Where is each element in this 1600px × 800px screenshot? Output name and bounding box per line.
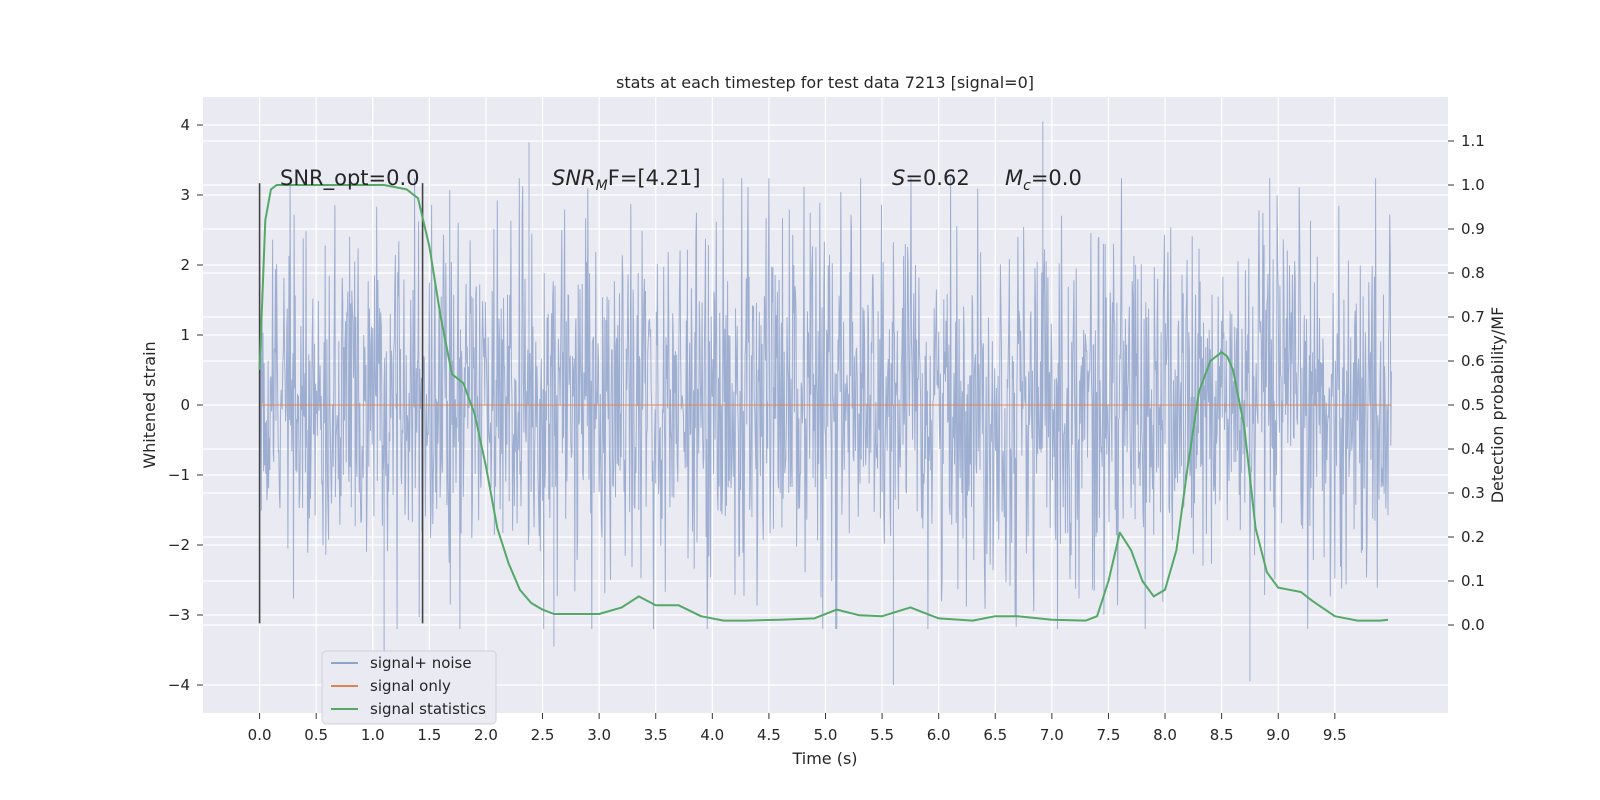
y-right-tick-label: 0.6	[1461, 352, 1485, 370]
y-right-tick-label: 0.2	[1461, 528, 1485, 546]
annotation-mc-rest: =0.0	[1031, 166, 1082, 190]
legend-box	[321, 650, 497, 725]
annotation-snr-opt: SNR_opt=0.0	[280, 166, 420, 191]
x-tick-label: 2.5	[531, 726, 555, 744]
y-right-tick-label: 0.5	[1461, 396, 1485, 414]
x-tick-label: 9.5	[1323, 726, 1347, 744]
y-tick-labels: 4 3 2 1 0 −1 −2 −3 −4	[168, 116, 203, 694]
y-right-axis-label: Detection probability/MF	[1488, 307, 1507, 504]
annotation-mc: Mc=0.0	[1005, 166, 1082, 194]
x-axis-label: Time (s)	[791, 749, 857, 768]
x-tick-label: 9.0	[1266, 726, 1290, 744]
annotation-mc-sub: c	[1023, 178, 1031, 194]
x-tick-label: 5.5	[870, 726, 894, 744]
x-tick-labels: 0.0 0.5 1.0 1.5 2.0 2.5 3.0 3.5 4.0 4.5 5.0 5.5 6.0 6…	[248, 713, 1347, 744]
y-tick-label: 3	[180, 186, 190, 204]
noise-series	[259, 121, 1392, 685]
x-tick-label: 8.0	[1153, 726, 1177, 744]
x-tick-label: 3.5	[644, 726, 668, 744]
y-right-tick-label: 0.0	[1461, 616, 1485, 634]
y-right-tick-label: 0.8	[1461, 264, 1485, 282]
y-tick-label: −2	[168, 536, 190, 554]
y-tick-label: 0	[180, 396, 190, 414]
legend-label-statistics: signal statistics	[370, 700, 486, 718]
y-tick-label: 2	[180, 256, 190, 274]
vertical-markers	[258, 183, 424, 624]
y-tick-label: 1	[180, 326, 190, 344]
x-tick-label: 4.5	[757, 726, 781, 744]
x-tick-label: 2.0	[474, 726, 498, 744]
y-right-tick-label: 0.4	[1461, 440, 1485, 458]
y-axis-label: Whitened strain	[140, 341, 159, 468]
y-right-tick-label: 0.9	[1461, 220, 1485, 238]
legend-label-signal-only: signal only	[370, 677, 451, 695]
y-right-tick-labels: 1.1 1.0 0.9 0.8 0.7 0.6 0.5 0.4 0.3 0.2 0.1 0.0	[1448, 132, 1485, 634]
y-tick-label: −1	[168, 466, 190, 484]
y-right-tick-label: 1.0	[1461, 176, 1485, 194]
annotation-s-base: S	[892, 166, 905, 190]
annotation-s: S=0.62	[892, 166, 970, 190]
annotation-snr-mf-sub: M	[596, 178, 608, 194]
statistics-line	[258, 184, 1389, 622]
legend-label-noise: signal+ noise	[370, 654, 472, 672]
annotation-snr-mf-rest: F=[4.21]	[608, 166, 701, 190]
annotation-mc-base: M	[1005, 166, 1023, 190]
y-right-tick-label: 1.1	[1461, 132, 1485, 150]
legend: signal+ noise signal only signal statist…	[321, 650, 497, 725]
x-tick-label: 5.0	[814, 726, 838, 744]
x-tick-label: 0.5	[304, 726, 328, 744]
y-tick-label: −4	[168, 676, 190, 694]
x-tick-label: 4.0	[700, 726, 724, 744]
y-tick-label: 4	[180, 116, 190, 134]
noise-line	[259, 121, 1392, 685]
x-tick-label: 0.0	[248, 726, 272, 744]
annotation-snr-mf-base: SNR	[552, 166, 596, 190]
y-right-tick-label: 0.1	[1461, 572, 1485, 590]
x-tick-label: 8.5	[1210, 726, 1234, 744]
x-tick-label: 7.0	[1040, 726, 1064, 744]
x-tick-label: 3.0	[587, 726, 611, 744]
x-tick-label: 6.5	[983, 726, 1007, 744]
x-tick-label: 1.0	[361, 726, 385, 744]
annotation-snr-mf: SNRMF=[4.21]	[552, 166, 701, 194]
annotation-s-rest: =0.62	[905, 166, 969, 190]
x-tick-label: 6.0	[927, 726, 951, 744]
y-right-tick-label: 0.7	[1461, 308, 1485, 326]
y-tick-label: −3	[168, 606, 190, 624]
statistics-series	[258, 184, 1389, 622]
y-right-tick-label: 0.3	[1461, 484, 1485, 502]
x-tick-label: 1.5	[417, 726, 441, 744]
x-tick-label: 7.5	[1097, 726, 1121, 744]
chart-title: stats at each timestep for test data 721…	[616, 73, 1034, 92]
